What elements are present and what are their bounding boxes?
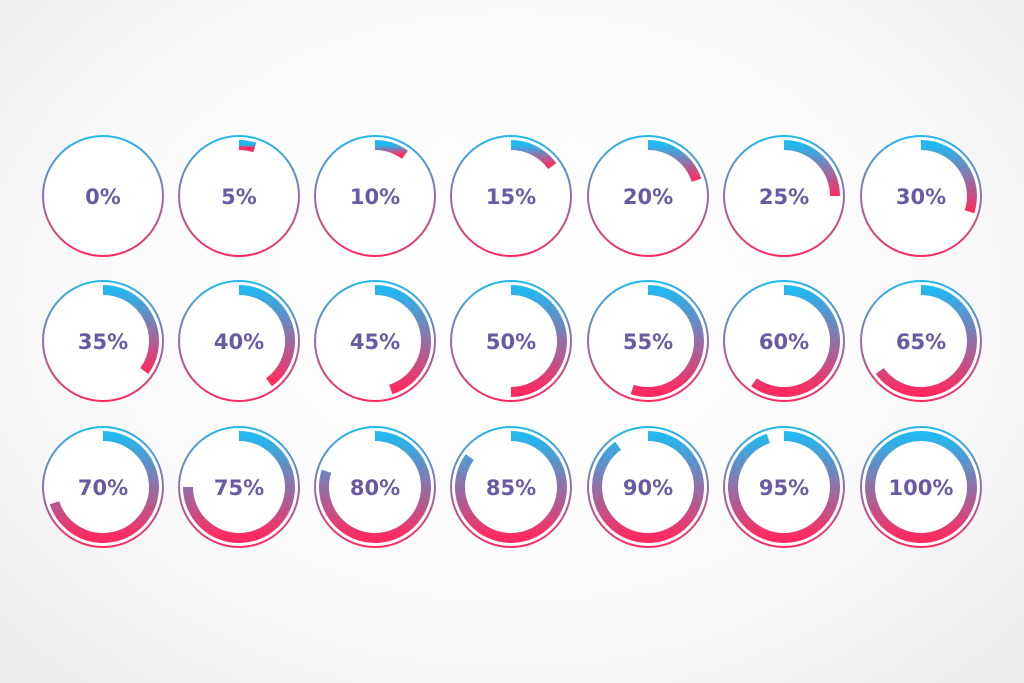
indicator-percent-label: 10% xyxy=(350,185,400,209)
percent-indicator: 25% xyxy=(723,135,845,257)
indicator-percent-label: 5% xyxy=(221,185,257,209)
indicator-progress-arc xyxy=(783,140,840,197)
indicator-progress-arc xyxy=(647,140,702,182)
indicator-progress-arc xyxy=(510,140,557,170)
indicator-percent-label: 20% xyxy=(623,185,673,209)
percent-indicator: 70% xyxy=(42,426,164,548)
indicator-outer-ring xyxy=(314,426,436,548)
indicator-progress-arc xyxy=(183,431,295,543)
indicator-outer-ring xyxy=(860,280,982,402)
indicator-percent-label: 35% xyxy=(78,330,128,354)
indicator-outer-ring xyxy=(42,426,164,548)
indicator-progress-arc xyxy=(319,431,431,543)
indicator-percent-label: 45% xyxy=(350,330,400,354)
indicator-percent-label: 70% xyxy=(78,476,128,500)
indicator-outer-ring xyxy=(178,135,300,257)
percent-indicator: 40% xyxy=(178,280,300,402)
indicator-outer-ring xyxy=(450,280,572,402)
indicator-progress-arc xyxy=(102,285,159,374)
indicator-progress-arc xyxy=(510,285,567,397)
indicator-progress-arc xyxy=(455,431,567,543)
percent-indicator: 80% xyxy=(314,426,436,548)
percent-indicator: 35% xyxy=(42,280,164,402)
percent-indicator: 95% xyxy=(723,426,845,548)
percent-indicator: 90% xyxy=(587,426,709,548)
indicator-percent-label: 25% xyxy=(759,185,809,209)
indicator-progress-arc xyxy=(728,431,840,543)
indicator-outer-ring xyxy=(723,426,845,548)
indicator-progress-arc xyxy=(865,431,977,543)
indicator-outer-ring xyxy=(587,280,709,402)
percent-indicator: 45% xyxy=(314,280,436,402)
indicator-outer-ring xyxy=(450,426,572,548)
indicator-progress-arc xyxy=(238,285,295,387)
indicator-percent-label: 100% xyxy=(889,476,954,500)
percent-indicator: 60% xyxy=(723,280,845,402)
percent-indicator: 65% xyxy=(860,280,982,402)
percent-indicator: 85% xyxy=(450,426,572,548)
indicator-progress-arc xyxy=(630,285,704,397)
indicator-outer-ring xyxy=(587,135,709,257)
indicator-percent-label: 95% xyxy=(759,476,809,500)
percent-indicator: 10% xyxy=(314,135,436,257)
indicator-outer-ring xyxy=(450,135,572,257)
percent-indicator: 50% xyxy=(450,280,572,402)
indicator-progress-arc xyxy=(374,140,408,159)
percent-indicator: 20% xyxy=(587,135,709,257)
indicator-progress-arc xyxy=(374,285,431,395)
indicator-percent-label: 50% xyxy=(486,330,536,354)
indicator-outer-ring xyxy=(860,135,982,257)
indicator-percent-label: 15% xyxy=(486,185,536,209)
indicator-outer-ring xyxy=(723,280,845,402)
indicator-outer-ring xyxy=(42,135,164,257)
indicator-progress-arc xyxy=(920,140,977,214)
percent-indicator: 55% xyxy=(587,280,709,402)
indicator-percent-label: 30% xyxy=(896,185,946,209)
indicator-outer-ring xyxy=(178,280,300,402)
indicator-outer-ring xyxy=(314,135,436,257)
indicator-percent-label: 0% xyxy=(85,185,121,209)
indicator-progress-arc xyxy=(751,285,840,397)
indicator-percent-label: 80% xyxy=(350,476,400,500)
percent-indicator: 5% xyxy=(178,135,300,257)
percent-indicator: 0% xyxy=(42,135,164,257)
indicator-percent-label: 40% xyxy=(214,330,264,354)
indicator-outer-ring xyxy=(314,280,436,402)
indicator-percent-label: 55% xyxy=(623,330,673,354)
percent-indicator: 100% xyxy=(860,426,982,548)
indicator-percent-label: 65% xyxy=(896,330,946,354)
indicator-percent-label: 90% xyxy=(623,476,673,500)
percent-indicator: 15% xyxy=(450,135,572,257)
indicator-outer-ring xyxy=(860,426,982,548)
percent-indicator: 75% xyxy=(178,426,300,548)
indicator-progress-arc xyxy=(592,431,704,543)
indicator-progress-arc xyxy=(875,285,977,397)
indicator-outer-ring xyxy=(178,426,300,548)
indicator-outer-ring xyxy=(723,135,845,257)
indicator-percent-label: 85% xyxy=(486,476,536,500)
indicator-progress-arc xyxy=(49,431,159,543)
indicator-outer-ring xyxy=(42,280,164,402)
indicator-outer-ring xyxy=(587,426,709,548)
indicator-progress-arc xyxy=(238,140,257,153)
percent-indicator: 30% xyxy=(860,135,982,257)
indicator-percent-label: 60% xyxy=(759,330,809,354)
indicator-percent-label: 75% xyxy=(214,476,264,500)
